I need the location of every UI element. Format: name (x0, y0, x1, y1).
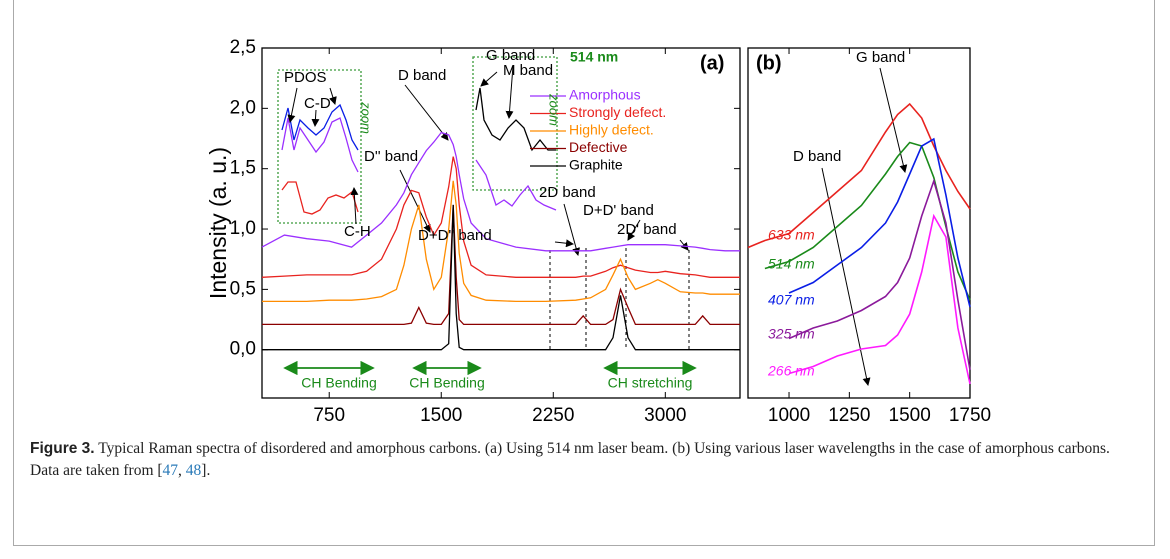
annotation: G band (486, 47, 535, 64)
annotation: zoom (359, 101, 374, 134)
figure: 750 1500 2250 3000 0,0 0,5 1,0 1,5 2,0 2,5 Amorpho… (205, 37, 991, 426)
x-tick-label: 1250 (828, 405, 870, 426)
series-label: 407 nm (768, 292, 815, 308)
spectrum-line (788, 213, 971, 385)
annotation: G band (856, 49, 905, 66)
legend-label: Amorphous (569, 87, 641, 103)
x-tick-label: 1500 (889, 405, 931, 426)
legend-label: Highly defect. (569, 122, 654, 138)
reference[interactable]: 48 (185, 462, 202, 479)
caption-text: Typical Raman spectra of disordered and … (30, 440, 1110, 479)
annotation: zoom (547, 93, 562, 126)
x-tick-label: 2250 (532, 405, 574, 426)
series-label: 325 nm (768, 326, 815, 342)
y-tick-label: 1,5 (230, 158, 256, 179)
annotation: M band (503, 62, 553, 79)
annotation: CH Bending (409, 375, 485, 391)
laser-label: 514 nm (570, 49, 618, 65)
legend-label: Defective (569, 139, 628, 155)
spectrum-line (262, 204, 740, 326)
spectrum-line (261, 156, 740, 278)
annotation: CH stretching (608, 375, 693, 391)
reference[interactable]: 47 (162, 462, 179, 479)
annotation: 2D' band (617, 221, 677, 238)
annotation: D+D' band (583, 202, 654, 219)
panel-label: (b) (756, 52, 782, 74)
panel-label: (a) (700, 52, 724, 74)
annotation: D+D'' band (418, 227, 492, 244)
x-tick-label: 1750 (949, 405, 991, 426)
annotation: D band (398, 67, 446, 84)
series-label: 266 nm (767, 363, 815, 379)
annotation: C-H (344, 223, 371, 240)
x-tick-label: 1000 (768, 405, 810, 426)
y-tick-label: 2,5 (230, 37, 256, 58)
x-tick-label: 1500 (420, 405, 462, 426)
caption-end: ]. (201, 462, 211, 479)
spectrum-line (261, 131, 740, 252)
spectrum-line (788, 178, 971, 371)
annotation-arrows (283, 65, 908, 386)
spectrum-line (747, 102, 971, 249)
y-axis-title: Intensity (a. u.) (205, 147, 231, 299)
y-tick-label: 1,0 (230, 218, 256, 239)
x-tick-label: 750 (313, 405, 345, 426)
spectrum-line (262, 204, 740, 351)
annotation: D'' band (364, 148, 418, 165)
plot-frame (261, 47, 741, 399)
plot-frame (747, 47, 971, 399)
inset-decor (277, 56, 558, 224)
series-label: 633 nm (768, 227, 815, 243)
legend-label: Strongly defect. (569, 104, 666, 120)
annotation: CH Bending (301, 375, 377, 391)
spectrum-line (788, 137, 971, 308)
y-tick-label: 0,0 (230, 339, 256, 360)
x-tick-label: 3000 (644, 405, 686, 426)
caption: Figure 3. Typical Raman spectra of disor… (30, 438, 1130, 482)
annotation: PDOS (284, 69, 327, 86)
annotation: C-D (304, 95, 331, 112)
y-tick-label: 2,0 (230, 97, 256, 118)
figure-frame (13, 0, 1155, 546)
caption-sep: , (178, 462, 186, 479)
annotation: D band (793, 148, 841, 165)
annotation: 2D band (539, 184, 596, 201)
y-tick-label: 0,5 (230, 278, 256, 299)
caption-label: Figure 3. (30, 440, 95, 457)
series-label: 514 nm (768, 256, 815, 272)
spectrum-line (262, 180, 740, 303)
legend-label: Graphite (569, 157, 623, 173)
